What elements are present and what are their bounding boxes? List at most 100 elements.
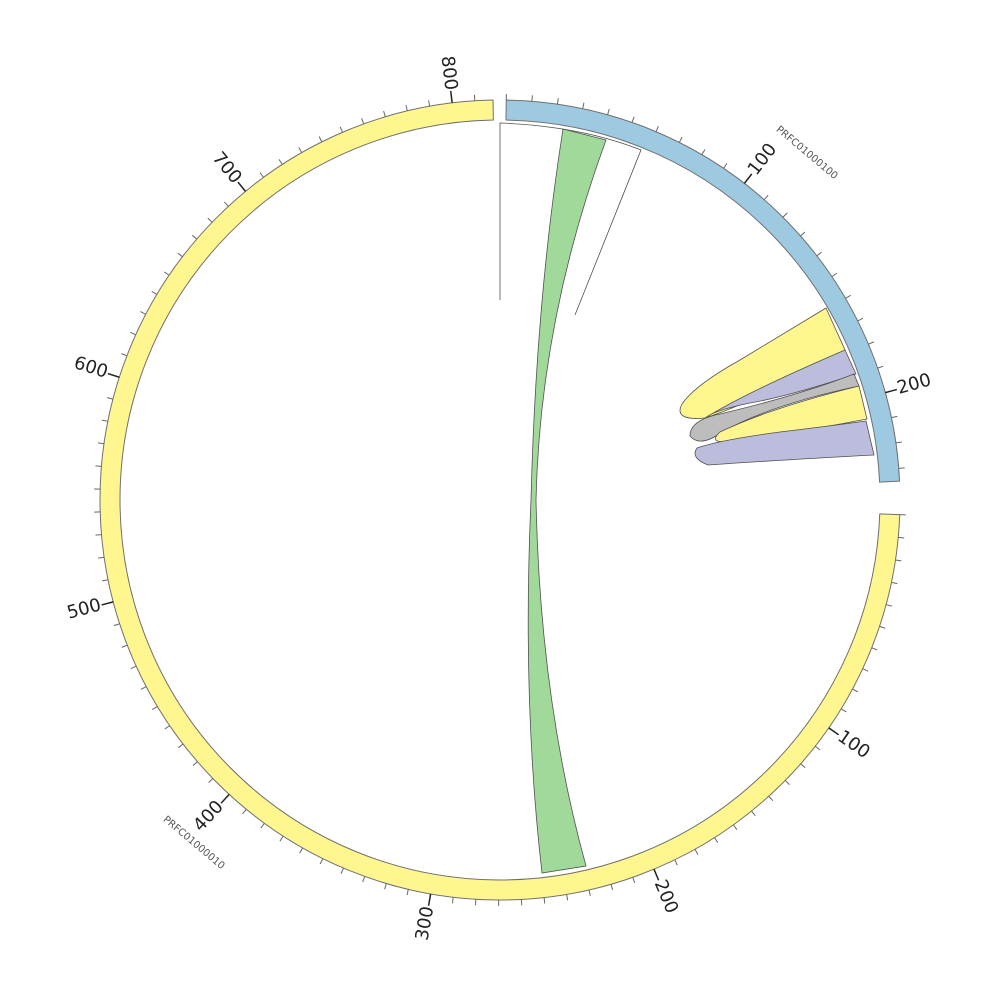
minor-tick [857, 317, 864, 322]
tick-label: 100 [744, 139, 782, 179]
minor-tick [674, 859, 678, 866]
minor-tick [260, 822, 265, 829]
minor-tick [831, 272, 838, 278]
tick-label: 300 [412, 905, 439, 942]
minor-tick [862, 668, 869, 672]
minor-tick [113, 623, 120, 627]
minor-tick [121, 353, 128, 357]
minor-tick [840, 708, 847, 713]
minor-tick [763, 194, 769, 201]
minor-tick [768, 795, 774, 802]
minor-tick [278, 159, 283, 165]
major-tick [653, 868, 660, 881]
minor-tick [151, 706, 158, 710]
minor-tick [714, 837, 719, 843]
minor-tick [556, 98, 559, 105]
minor-tick [655, 125, 659, 132]
minor-tick [339, 126, 343, 133]
minor-tick [163, 271, 170, 276]
minor-tick [800, 231, 806, 237]
minor-tick [582, 102, 585, 109]
minor-tick [895, 441, 902, 444]
minor-tick [191, 234, 198, 240]
minor-tick [178, 743, 184, 749]
minor-tick [319, 858, 324, 865]
minor-tick [362, 876, 366, 883]
major-tick [107, 372, 120, 378]
minor-tick [151, 290, 158, 295]
link-purple-lower [694, 420, 875, 466]
minor-tick [871, 647, 878, 651]
minor-tick [428, 100, 431, 107]
minor-tick [259, 172, 264, 178]
major-tick [828, 727, 840, 736]
minor-tick [121, 644, 128, 648]
major-tick [101, 601, 114, 606]
major-tick [885, 388, 898, 394]
minor-tick [588, 889, 591, 896]
minor-tick [192, 761, 198, 766]
minor-tick [632, 877, 636, 884]
tick-label: 700 [208, 148, 246, 188]
tick-label: 600 [71, 352, 110, 383]
major-tick [220, 793, 230, 804]
minor-tick [318, 136, 323, 143]
link-outline [499, 122, 642, 316]
minor-tick [879, 625, 886, 629]
tick-label: 100 [834, 726, 874, 763]
minor-tick [895, 559, 902, 562]
minor-tick [177, 252, 183, 258]
tick-label: 200 [895, 369, 934, 398]
minor-tick [405, 104, 408, 112]
minor-tick [298, 147, 303, 153]
minor-tick [891, 415, 898, 419]
segment-prfc01000010[interactable] [99, 99, 901, 901]
minor-tick [140, 686, 147, 690]
minor-tick [140, 311, 146, 315]
link-green [527, 128, 607, 874]
minor-tick [732, 824, 738, 831]
minor-tick [782, 212, 788, 218]
minor-tick [97, 442, 105, 445]
minor-tick [816, 251, 822, 257]
minor-tick [891, 581, 898, 585]
major-tick [449, 90, 453, 103]
minor-tick [340, 867, 344, 874]
minor-tick [101, 419, 108, 422]
minor-tick [279, 835, 284, 842]
minor-tick [845, 294, 851, 299]
ring-layer [99, 99, 901, 901]
minor-tick [607, 108, 610, 115]
minor-tick [800, 763, 806, 769]
minor-tick [208, 778, 214, 784]
tick-label: 200 [650, 877, 683, 917]
minor-tick [207, 217, 213, 223]
segment-prfc01000100[interactable] [505, 99, 901, 483]
link-grey [689, 373, 860, 442]
minor-tick [406, 889, 409, 896]
link-purple-upper [704, 349, 857, 419]
minor-tick [95, 465, 102, 467]
minor-tick [694, 849, 699, 855]
minor-tick [877, 365, 884, 369]
minor-tick [106, 397, 114, 400]
minor-tick [852, 688, 859, 693]
minor-tick [299, 847, 304, 854]
minor-tick [451, 897, 454, 904]
minor-tick [784, 780, 790, 786]
ticks-layer [94, 90, 906, 906]
minor-tick [130, 331, 136, 336]
minor-tick [566, 894, 569, 901]
minor-tick [701, 149, 706, 155]
minor-tick [102, 579, 109, 582]
minor-tick [610, 884, 614, 891]
minor-tick [868, 341, 875, 345]
tick-label: 500 [65, 595, 104, 624]
minor-tick [814, 745, 821, 751]
minor-tick [98, 556, 105, 559]
minor-tick [383, 110, 386, 117]
minor-tick [384, 883, 387, 890]
